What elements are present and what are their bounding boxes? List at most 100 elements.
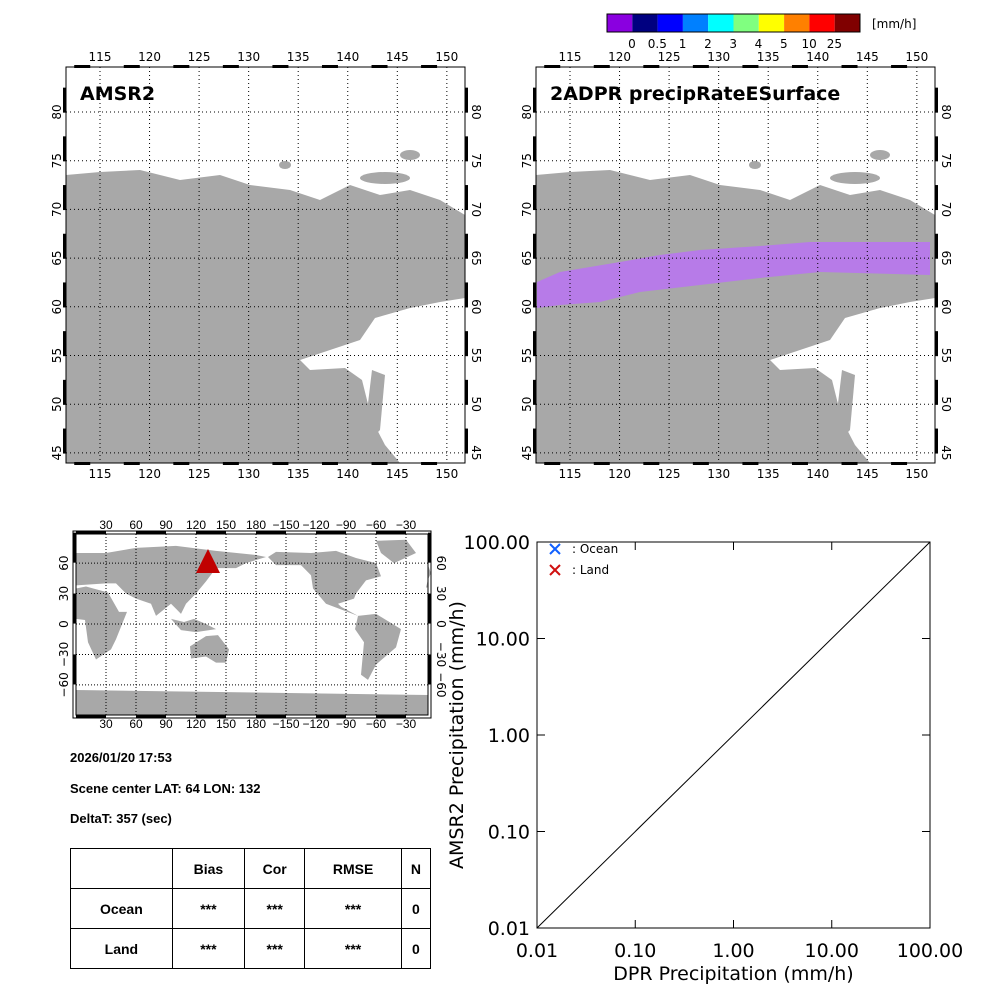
x-tick-label: 10.00 [805,940,859,962]
lon-tick-label: 130 [707,50,730,64]
lon-tick-label: 140 [336,467,359,481]
frame-tick [533,331,536,357]
table-cell [70,848,173,889]
lon-tick-label: 150 [435,50,458,64]
frame-tick [465,379,468,405]
frame-tick [73,593,76,624]
table-cell: *** [171,928,246,969]
continent-north-america [268,550,381,616]
table-cell: 0 [400,888,432,929]
lon-tick-label: 145 [856,50,879,64]
lat-tick-label: 80 [50,104,64,119]
continent-africa [76,586,127,660]
lon-tick-label: 150 [435,467,458,481]
frame-tick [935,136,938,162]
lon-tick-label: 140 [806,467,829,481]
lat-tick-label: 45 [520,445,534,460]
lat-tick-label: 45 [939,445,953,460]
legend-x-marker [549,564,561,576]
map-frame [65,66,466,464]
frame-tick [465,87,468,113]
lat-tick-label: 75 [50,153,64,168]
table-row-ocean: Ocean *** *** *** 0 [70,888,432,929]
frame-tick [533,379,536,405]
lon-tick-label: 60 [129,717,143,731]
frame-tick [533,428,536,454]
frame-tick [465,282,468,308]
map-frame [535,66,936,464]
table-cell: Ocean [70,888,173,929]
lon-tick-label: 150 [216,518,236,532]
colorbar-label: 4 [755,37,763,51]
lon-tick-label: −120 [302,518,329,532]
frame-tick [76,531,106,534]
table-cell: *** [244,888,306,929]
table-cell: *** [304,888,402,929]
island [870,150,890,160]
datetime: 2026/01/20 17:53 [70,750,172,765]
lat-tick-label: 45 [469,445,483,460]
sakhalin [836,370,855,440]
frame-tick [465,428,468,454]
lon-tick-label: 115 [89,50,112,64]
frame-tick [935,185,938,211]
frame-tick [63,87,66,113]
continent-australia [190,635,229,663]
one-to-one-line [536,541,931,929]
table-cell: RMSE [304,848,402,889]
lon-tick-label: 130 [237,50,260,64]
world-map-outer-frame [72,530,432,719]
lon-tick-label: −60 [366,518,387,532]
lon-tick-label: 115 [89,467,112,481]
lon-tick-label: 115 [559,467,582,481]
lon-tick-label: 135 [287,467,310,481]
lat-tick-label: 60 [939,299,953,314]
continent-indonesia [171,618,216,633]
lon-tick-label: 145 [856,467,879,481]
table-cell: N [400,848,432,889]
island [360,172,410,184]
frame-tick [136,531,166,534]
lon-tick-label: 60 [129,518,143,532]
x-tick-label: 0.10 [614,940,656,962]
lat-tick-label: 60 [50,299,64,314]
lat-tick-label: 30 [434,586,448,601]
lat-tick-label: 65 [469,250,483,265]
sakhalin [366,370,385,440]
colorbar-label: 1 [679,37,687,51]
colorbar-swatch [607,14,633,32]
lon-tick-label: 125 [658,467,681,481]
lon-tick-label: −90 [336,717,357,731]
x-tick-label: 1.00 [712,940,754,962]
legend-label: : Land [572,563,609,577]
lon-tick-label: −30 [396,717,417,731]
lon-tick-label: 125 [188,467,211,481]
continent-eurasia [76,545,266,616]
frame-tick [376,531,406,534]
frame-tick [935,87,938,113]
island [279,161,291,169]
lon-tick-label: −150 [272,518,299,532]
frame-tick [935,379,938,405]
lat-tick-label: 45 [50,445,64,460]
lat-tick-label: 80 [939,104,953,119]
lat-tick-label: −30 [434,642,448,667]
lat-tick-label: −60 [434,672,448,697]
lon-tick-label: 120 [608,467,631,481]
y-tick-label: 0.01 [488,918,530,940]
frame-tick [428,654,431,685]
table-header-row: Bias Cor RMSE N [70,848,432,889]
frame-tick [428,532,431,563]
lon-tick-label: 90 [159,717,173,731]
lat-tick-label: 50 [469,397,483,412]
frame-tick [465,136,468,162]
lon-tick-label: 125 [658,50,681,64]
frame-tick [73,532,76,563]
frame-tick [935,233,938,259]
frame-tick [63,185,66,211]
lat-tick-label: 70 [50,202,64,217]
frame-tick [256,715,286,718]
table-cell: Cor [244,848,306,889]
colorbar-swatch [708,14,734,32]
